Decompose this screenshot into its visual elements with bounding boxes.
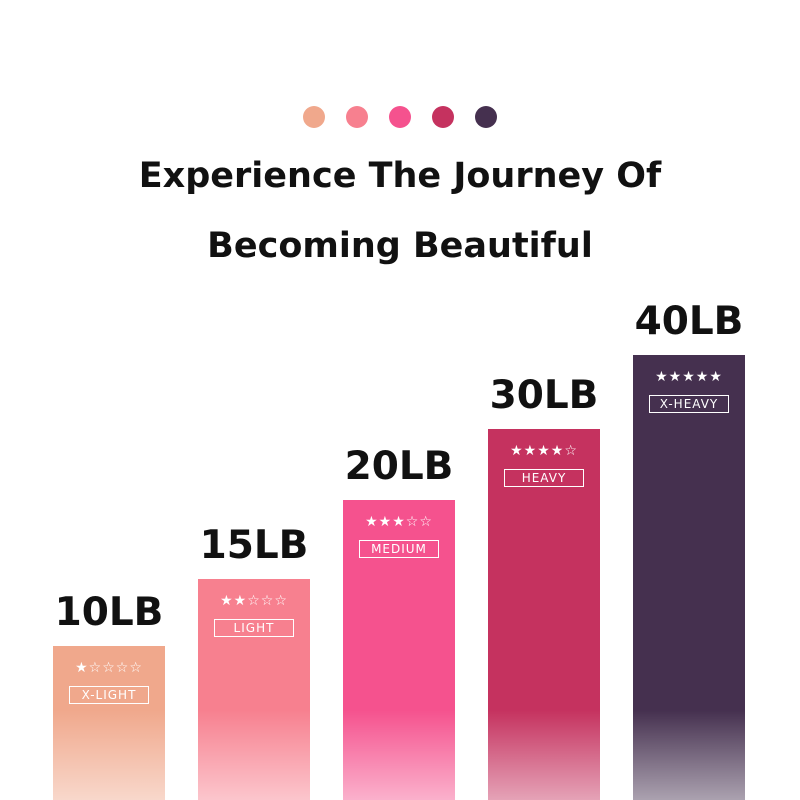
star-rating: ★☆☆☆☆ [75,660,143,676]
color-dot [475,106,497,128]
color-dot [346,106,368,128]
star-rating: ★★★☆☆ [365,514,433,530]
weight-label: 30LB [489,373,599,418]
bar-heavy: ★★★★☆ HEAVY [488,429,600,800]
weight-label: 10LB [54,590,164,635]
bar-x-light: ★☆☆☆☆ X-LIGHT [53,646,165,800]
weight-label: 15LB [199,523,309,568]
color-dots [0,106,800,128]
star-rating: ★★★★☆ [510,443,578,459]
color-dot [432,106,454,128]
level-label: X-HEAVY [649,395,729,413]
bar-light: ★★☆☆☆ LIGHT [198,579,310,800]
bar-medium: ★★★☆☆ MEDIUM [343,500,455,800]
color-dot [303,106,325,128]
weight-label: 40LB [634,299,744,344]
color-dot [389,106,411,128]
headline-line-1: Experience The Journey Of [138,156,662,196]
bar-x-heavy: ★★★★★ X-HEAVY [633,355,745,800]
star-rating: ★★★★★ [655,369,723,385]
weight-label: 20LB [344,444,454,489]
level-label: LIGHT [214,619,294,637]
star-rating: ★★☆☆☆ [220,593,288,609]
level-label: MEDIUM [359,540,439,558]
level-label: X-LIGHT [69,686,149,704]
level-label: HEAVY [504,469,584,487]
headline-line-2: Becoming Beautiful [207,226,593,266]
